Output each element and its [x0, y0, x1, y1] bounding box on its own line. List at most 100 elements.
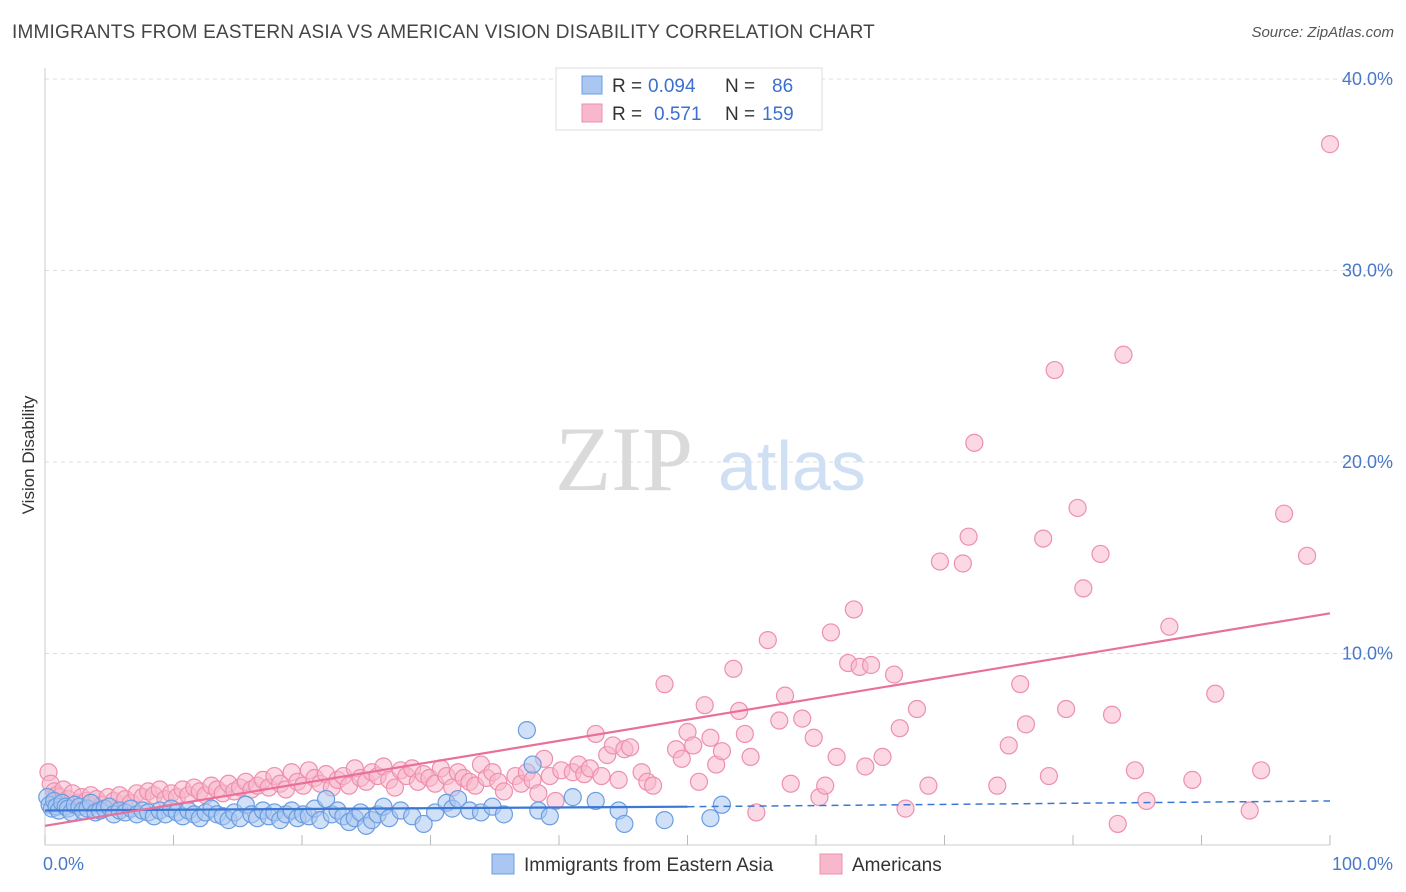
americans-point	[930, 552, 950, 571]
x-tick-labels: 0.0% 100.0%	[43, 854, 1393, 874]
americans-point	[844, 600, 863, 619]
legend-n-label: N =	[725, 76, 755, 97]
immigrants-point	[517, 720, 536, 740]
immigrants-point	[563, 788, 582, 807]
americans-point	[1108, 814, 1127, 834]
legend-r-value: 0.571	[654, 104, 702, 125]
americans-point	[1068, 498, 1087, 518]
americans-point	[494, 782, 514, 801]
legend-swatch-blue	[581, 75, 603, 95]
americans-point	[712, 742, 732, 761]
legend-swatch-pink	[581, 103, 603, 123]
americans-point	[861, 655, 881, 675]
americans-point	[965, 433, 984, 452]
americans-point	[1320, 135, 1340, 154]
americans-point	[781, 774, 800, 793]
immigrants-point	[655, 811, 674, 830]
americans-point	[816, 776, 835, 795]
americans-point	[1240, 801, 1259, 820]
americans-point	[1034, 529, 1053, 548]
americans-point	[804, 728, 823, 747]
series-legend: Immigrants from Eastern Asia Americans	[491, 853, 942, 876]
y-tick-label: 30.0%	[1342, 261, 1393, 281]
americans-trend-line	[44, 612, 1331, 827]
americans-point	[1160, 617, 1179, 636]
immigrants-point	[540, 807, 559, 826]
x-tick-label: 0.0%	[43, 854, 84, 874]
americans-point	[701, 728, 720, 747]
legend-r-value: 0.094	[648, 76, 696, 97]
americans-point	[1252, 761, 1271, 780]
americans-point	[827, 747, 846, 767]
immigrants-point	[523, 755, 542, 774]
americans-point	[959, 527, 978, 546]
americans-point	[1206, 684, 1225, 703]
bottom-legend-swatch-blue	[491, 853, 515, 875]
americans-point	[643, 776, 663, 795]
americans-point	[919, 776, 938, 795]
americans-point	[890, 719, 909, 738]
americans-point	[609, 770, 628, 789]
americans-point	[896, 799, 915, 818]
americans-point	[1011, 675, 1030, 694]
y-tick-label: 10.0%	[1342, 644, 1393, 664]
americans-point	[884, 665, 904, 684]
bottom-legend-label-pink: Americans	[852, 855, 942, 876]
americans-point	[758, 630, 777, 650]
americans-point	[689, 772, 709, 791]
americans-point	[793, 709, 812, 728]
americans-point	[1183, 770, 1202, 789]
americans-point	[873, 747, 892, 767]
americans-point	[1125, 761, 1145, 780]
americans-point	[695, 696, 714, 715]
americans-point	[988, 776, 1007, 795]
americans-point	[1039, 766, 1059, 786]
americans-point	[741, 747, 760, 767]
americans-point	[1137, 791, 1156, 811]
americans-point	[655, 675, 674, 694]
americans-point	[1057, 699, 1076, 719]
chart-title: IMMIGRANTS FROM EASTERN ASIA VS AMERICAN…	[12, 22, 875, 43]
americans-point	[1102, 705, 1122, 724]
americans-point	[999, 736, 1018, 755]
americans-point	[1297, 546, 1317, 565]
grid-lines	[45, 78, 1392, 654]
legend-n-label: N =	[725, 104, 755, 125]
chart-source: Source: ZipAtlas.com	[1251, 24, 1394, 41]
americans-point	[724, 659, 743, 678]
trend-lines	[44, 612, 1331, 827]
americans-point	[856, 757, 875, 776]
legend-n-value: 159	[762, 104, 794, 125]
immigrants-point	[414, 814, 433, 834]
americans-point	[621, 738, 640, 757]
axes	[44, 68, 1331, 846]
immigrants-point	[712, 795, 732, 814]
y-tick-labels: 10.0% 20.0% 30.0% 40.0%	[1342, 69, 1393, 664]
immigrants-trend-line	[44, 805, 688, 812]
bottom-legend-swatch-pink	[819, 853, 843, 875]
americans-point	[684, 736, 703, 755]
americans-point	[1091, 544, 1110, 564]
americans-point	[1074, 579, 1093, 598]
watermark: ZIP atlas	[555, 408, 866, 510]
watermark-zip: ZIP	[555, 408, 693, 510]
americans-points	[39, 135, 1340, 834]
americans-point	[385, 778, 405, 797]
americans-point	[529, 784, 548, 803]
americans-point	[747, 803, 766, 822]
correlation-legend: R = 0.094 N = 86 R = 0.571 N = 159	[555, 67, 823, 131]
americans-point	[735, 724, 754, 744]
americans-point	[1275, 504, 1294, 523]
y-axis-title: Vision Disability	[19, 395, 38, 514]
americans-point	[592, 766, 611, 786]
americans-point	[953, 554, 972, 573]
americans-point	[907, 699, 927, 719]
legend-r-label: R =	[612, 104, 642, 125]
americans-point	[1114, 345, 1133, 364]
immigrants-point	[701, 809, 720, 828]
immigrants-trend-extension	[687, 800, 1331, 808]
legend-n-value: 86	[772, 76, 793, 97]
x-tick-label: 100.0%	[1332, 854, 1393, 874]
legend-r-label: R =	[612, 76, 642, 97]
americans-point	[1016, 715, 1036, 734]
